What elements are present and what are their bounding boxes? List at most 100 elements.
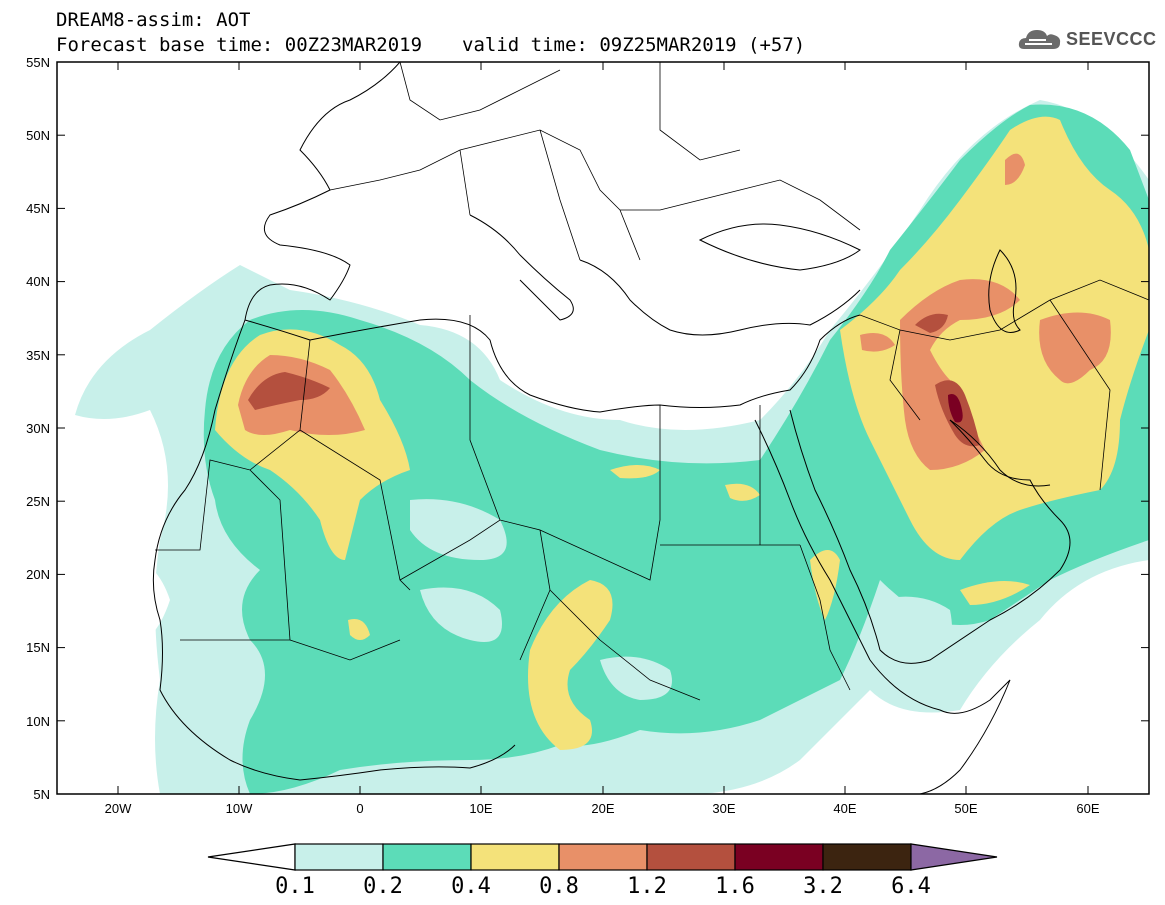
coastline-iberia-europe (244, 62, 401, 321)
colorbar-high-arrow (910, 843, 998, 871)
lat-label: 40N (26, 274, 50, 289)
lat-label: 15N (26, 640, 50, 655)
border-europe (329, 62, 861, 261)
lat-tick: 45N (26, 201, 1149, 216)
coastline-caspian (988, 249, 1021, 333)
lat-label: 25N (26, 494, 50, 509)
colorbar-label: 6.4 (891, 874, 931, 899)
lat-tick: 35N (26, 348, 1149, 363)
coastlines (152, 62, 1149, 794)
colorbar-segment (382, 843, 472, 871)
lat-tick: 10N (26, 714, 1149, 729)
aot-contour-0-8 (1005, 153, 1025, 185)
colorbar-label: 0.4 (451, 874, 491, 899)
lon-tick: 20W (105, 62, 132, 816)
aot-contour-0-4 (348, 619, 370, 640)
colorbar: 0.1 0.2 0.4 0.8 1.2 1.6 3.2 6.4 (207, 843, 998, 899)
lon-label: 10E (469, 801, 492, 816)
lat-tick: 25N (26, 494, 1149, 509)
valid-time: valid time: 09Z25MAR2019 (+57) (462, 34, 806, 56)
coastline-persian-gulf (949, 419, 1051, 487)
lon-tick: 40E (833, 62, 857, 816)
lat-tick: 5N (33, 787, 1149, 802)
coastline-north-africa (244, 314, 861, 413)
aot-contour-0-4 (810, 550, 840, 620)
coastline-red-sea (754, 419, 871, 661)
coastline-arabia (789, 409, 1071, 664)
map-title: DREAM8-assim: AOT (56, 9, 251, 31)
colorbar-segment (470, 843, 560, 871)
lon-tick: 20E (591, 62, 615, 816)
colorbar-label: 1.6 (715, 874, 755, 899)
colorbar-label: 3.2 (803, 874, 843, 899)
lat-tick: 40N (26, 274, 1149, 289)
forecast-times: Forecast base time: 00Z23MAR2019 valid ti… (56, 35, 805, 55)
latitude-axis: 55N 50N 45N 40N 35N 30N 25N 20N 15N 10N … (26, 55, 1149, 802)
aot-contour-1-2 (248, 372, 330, 410)
lon-label: 20W (105, 801, 132, 816)
colorbar-label: 0.8 (539, 874, 579, 899)
clear-sky-patch (87, 555, 170, 645)
lon-tick: 60E (1076, 62, 1100, 816)
lon-label: 30E (712, 801, 735, 816)
aot-field (75, 100, 1149, 794)
lat-tick: 20N (26, 567, 1149, 582)
coastline-black-sea (698, 223, 861, 271)
seevccc-logo: SEEVCCC (1018, 27, 1157, 51)
colorbar-low-arrow (207, 843, 296, 871)
coastline-italy (469, 214, 574, 321)
lon-label: 40E (833, 801, 856, 816)
lat-label: 30N (26, 421, 50, 436)
aot-contour-1-2 (915, 313, 948, 333)
lon-label: 50E (954, 801, 977, 816)
colorbar-segment (294, 843, 384, 871)
aot-contour-0-1 (880, 596, 952, 670)
lat-label: 5N (33, 787, 50, 802)
lon-tick: 30E (712, 62, 736, 816)
lat-tick: 50N (26, 128, 1149, 143)
aot-contour-0-4 (960, 581, 1030, 605)
lon-tick: 50E (954, 62, 978, 816)
aot-contour-0-4 (528, 580, 613, 750)
lon-label: 0 (356, 801, 363, 816)
lat-label: 55N (26, 55, 50, 70)
lat-label: 45N (26, 201, 50, 216)
lon-tick: 10E (469, 62, 493, 816)
aot-contour-0-8 (1039, 312, 1111, 384)
colorbar-segment (734, 843, 824, 871)
lon-label: 20E (591, 801, 614, 816)
coastline-west-africa (152, 319, 516, 781)
lat-label: 20N (26, 567, 50, 582)
lon-tick: 0 (356, 62, 364, 816)
aot-contour-0-4 (610, 465, 660, 479)
colorbar-segment (646, 843, 736, 871)
aot-contour-0-1 (600, 656, 672, 700)
longitude-axis: 20W 10W 0 10E 20E 30E 40E 50E 60E (105, 62, 1100, 816)
aot-contour-0-1 (420, 587, 502, 642)
lat-label: 35N (26, 348, 50, 363)
aot-contour-0-1 (410, 499, 507, 560)
coastline-greece-turkey (579, 259, 861, 336)
aot-contour-0-8 (860, 332, 895, 352)
aot-contour-0-4 (725, 483, 760, 501)
lat-label: 10N (26, 714, 50, 729)
colorbar-segment (822, 843, 912, 871)
border-lines (155, 279, 1149, 701)
lat-label: 50N (26, 128, 50, 143)
base-time: Forecast base time: 00Z23MAR2019 (56, 34, 423, 56)
lon-tick: 10W (226, 62, 253, 816)
colorbar-label: 0.2 (363, 874, 403, 899)
colorbar-label: 1.2 (627, 874, 667, 899)
lon-label: 10W (226, 801, 253, 816)
colorbar-segment (558, 843, 648, 871)
logo-text: SEEVCCC (1066, 28, 1157, 49)
lat-tick: 55N (26, 55, 1149, 70)
coastline-horn-africa (869, 659, 1011, 794)
lon-label: 60E (1076, 801, 1099, 816)
lat-tick: 15N (26, 640, 1149, 655)
lat-tick: 30N (26, 421, 1149, 436)
colorbar-label: 0.1 (275, 874, 315, 899)
aot-contour-1-6 (948, 394, 963, 423)
cloud-icon (1018, 30, 1061, 49)
